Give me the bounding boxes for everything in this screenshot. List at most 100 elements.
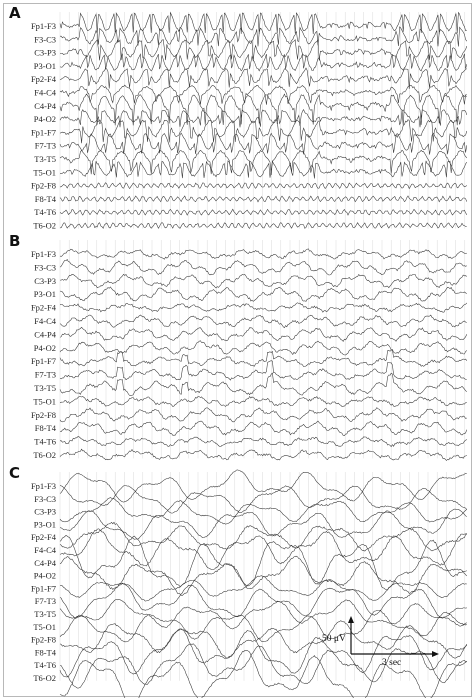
- channel-label: F8-T4: [35, 423, 57, 433]
- scale-bar-right-arrow: [432, 651, 439, 657]
- channel-label: T6-O2: [33, 450, 56, 460]
- eeg-trace: [59, 372, 467, 396]
- eeg-trace: [59, 259, 467, 276]
- eeg-figure: A Fp1-F3 F3-C3 C3-P3 P3-O1 Fp2-F4 F4-C4 C4-P4 P4…: [9, 4, 468, 698]
- channel-label: Fp2-F8: [31, 410, 56, 420]
- eeg-trace: [59, 84, 467, 105]
- channel-label: F3-C3: [34, 262, 56, 272]
- eeg-trace: [59, 182, 467, 190]
- channel-label: T5-O1: [33, 167, 56, 177]
- panel-label-b: B: [9, 232, 20, 250]
- eeg-trace: [59, 248, 467, 260]
- eeg-trace: [59, 39, 468, 62]
- channel-label: C3-P3: [34, 276, 56, 286]
- eeg-trace: [59, 149, 468, 176]
- eeg-trace: [59, 436, 467, 448]
- channel-label: C4-P4: [34, 101, 56, 111]
- eeg-trace: [59, 132, 468, 155]
- eeg-trace: [59, 208, 468, 216]
- eeg-trace: [59, 11, 467, 35]
- eeg-trace: [59, 360, 467, 381]
- channel-label: Fp1-F3: [31, 481, 56, 491]
- channel-label: T3-T5: [34, 609, 56, 619]
- channel-label: F7-T3: [35, 370, 56, 380]
- channel-label: Fp2-F4: [31, 532, 57, 542]
- channel-label: F7-T3: [35, 141, 56, 151]
- eeg-trace: [59, 448, 467, 461]
- eeg-trace: [59, 395, 467, 407]
- scale-bar-up-arrow: [348, 616, 354, 623]
- scale-bar: 50 μV 3 sec: [322, 616, 439, 668]
- eeg-trace: [60, 273, 467, 289]
- channel-label: Fp1-F3: [31, 249, 56, 259]
- eeg-trace: [59, 349, 468, 367]
- channel-label: T5-O1: [33, 396, 56, 406]
- eeg-trace: [59, 407, 467, 423]
- eeg-trace: [59, 420, 468, 436]
- eeg-trace: [59, 485, 468, 514]
- eeg-trace: [59, 643, 467, 689]
- channel-label: P3-O1: [34, 61, 56, 71]
- eeg-trace: [59, 620, 468, 659]
- eeg-trace: [59, 195, 468, 203]
- eeg-trace: [59, 302, 468, 313]
- eeg-trace: [59, 555, 467, 596]
- eeg-traces: [59, 11, 468, 698]
- eeg-trace: [59, 575, 467, 602]
- eeg-trace: [59, 160, 468, 179]
- channel-label: Fp2-F4: [31, 303, 57, 313]
- channel-label: P4-O2: [34, 571, 56, 581]
- eeg-trace: [59, 599, 467, 630]
- channel-label: Fp2-F8: [31, 635, 56, 645]
- channel-label: T3-T5: [34, 383, 56, 393]
- channel-label: P3-O1: [34, 289, 56, 299]
- eeg-trace: [59, 340, 467, 356]
- channel-label: P4-O2: [34, 114, 56, 124]
- eeg-trace: [59, 119, 468, 144]
- channel-label: T4-T6: [34, 207, 56, 217]
- eeg-trace: [59, 628, 468, 678]
- panel-label-a: A: [9, 4, 21, 22]
- channel-label: Fp2-F4: [31, 74, 57, 84]
- channel-label: Fp1-F7: [31, 583, 56, 593]
- channel-label: Fp2-F8: [31, 181, 56, 191]
- eeg-trace: [59, 609, 467, 643]
- eeg-trace: [59, 222, 467, 229]
- channel-label: Fp1-F7: [31, 127, 56, 137]
- channel-label: C3-P3: [34, 48, 56, 58]
- panel-label-c: C: [9, 464, 20, 482]
- channel-label: P3-O1: [34, 519, 56, 529]
- channel-label: T4-T6: [34, 660, 56, 670]
- channel-label: F8-T4: [35, 194, 57, 204]
- eeg-trace: [59, 650, 468, 698]
- channel-label: C4-P4: [34, 558, 56, 568]
- eeg-trace: [59, 314, 467, 329]
- eeg-figure-frame: A Fp1-F3 F3-C3 C3-P3 P3-O1 Fp2-F4 F4-C4 C4-P4 P4…: [3, 3, 472, 698]
- channel-label: T6-O2: [33, 673, 56, 683]
- eeg-trace: [59, 521, 467, 552]
- channel-label: T4-T6: [34, 437, 56, 447]
- channel-label: T5-O1: [33, 622, 56, 632]
- eeg-trace: [59, 93, 467, 126]
- channel-label: F7-T3: [35, 596, 56, 606]
- channel-label: T3-T5: [34, 154, 56, 164]
- channel-label: F4-C4: [34, 88, 56, 98]
- eeg-trace: [59, 528, 467, 570]
- channel-label: F8-T4: [35, 647, 57, 657]
- channel-label: Fp1-F7: [31, 356, 56, 366]
- channel-label: C3-P3: [34, 507, 56, 517]
- eeg-trace: [59, 469, 467, 503]
- channel-label: F3-C3: [34, 494, 56, 504]
- eeg-trace: [59, 26, 468, 47]
- eeg-trace: [59, 53, 468, 72]
- channel-label: F4-C4: [34, 545, 56, 555]
- eeg-trace: [59, 535, 467, 591]
- scale-time-label: 3 sec: [382, 658, 401, 668]
- channel-label: F3-C3: [34, 34, 56, 44]
- channel-label: P4-O2: [34, 343, 56, 353]
- eeg-trace: [59, 508, 467, 540]
- eeg-trace: [59, 109, 468, 128]
- time-grid: [59, 12, 465, 681]
- eeg-trace: [59, 286, 467, 302]
- eeg-trace: [59, 583, 467, 619]
